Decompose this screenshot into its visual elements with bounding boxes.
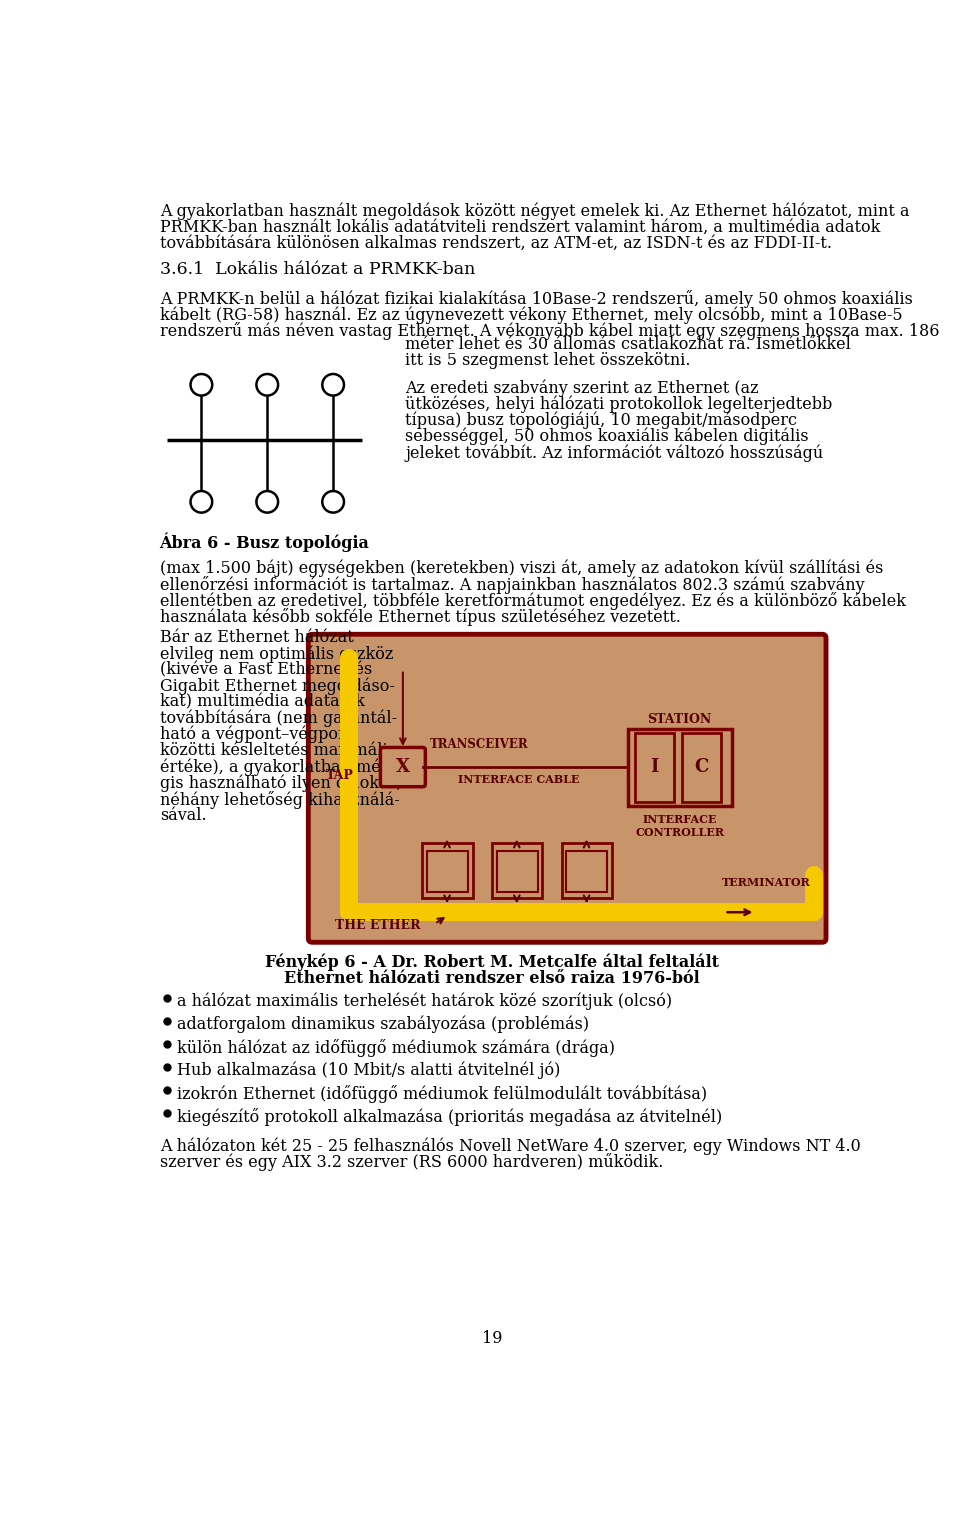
Text: külön hálózat az időfüggő médiumok számára (drága): külön hálózat az időfüggő médiumok számá… — [178, 1039, 615, 1057]
Text: továbbítására különösen alkalmas rendszert, az ATM-et, az ISDN-t és az FDDI-II-t: továbbítására különösen alkalmas rendsze… — [160, 234, 832, 252]
Text: a hálózat maximális terhelését határok közé szorítjuk (olcsó): a hálózat maximális terhelését határok k… — [178, 992, 672, 1010]
Text: sával.: sával. — [160, 807, 207, 823]
Text: A PRMKK-n belül a hálózat fizikai kialakítása 10Base-2 rendszerű, amely 50 ohmos: A PRMKK-n belül a hálózat fizikai kialak… — [160, 290, 913, 308]
Text: itt is 5 szegmenst lehet összekötni.: itt is 5 szegmenst lehet összekötni. — [405, 352, 690, 369]
Text: Ábra 6 - Busz topológia: Ábra 6 - Busz topológia — [159, 533, 369, 551]
Text: TAP: TAP — [326, 769, 354, 782]
Text: I: I — [651, 758, 659, 776]
Text: kiegészítő protokoll alkalmazása (prioritás megadása az átvitelnél): kiegészítő protokoll alkalmazása (priori… — [178, 1107, 723, 1126]
FancyBboxPatch shape — [636, 732, 674, 802]
Text: továbbítására (nem garantál-: továbbítására (nem garantál- — [160, 709, 397, 728]
Text: izokrón Ethernet (időfüggő médiumok felülmodulált továbbítása): izokrón Ethernet (időfüggő médiumok felü… — [178, 1085, 708, 1103]
Text: CONTROLLER: CONTROLLER — [636, 828, 724, 838]
Text: A hálózaton két 25 - 25 felhasználós Novell NetWare 4.0 szerver, egy Windows NT : A hálózaton két 25 - 25 felhasználós Nov… — [160, 1138, 861, 1154]
Text: INTERFACE: INTERFACE — [642, 814, 717, 825]
Text: (max 1.500 bájt) egységekben (keretekben) viszi át, amely az adatokon kívül szál: (max 1.500 bájt) egységekben (keretekben… — [160, 559, 883, 577]
Text: Hub alkalmazása (10 Mbit/s alatti átvitelnél jó): Hub alkalmazása (10 Mbit/s alatti átvite… — [178, 1062, 561, 1078]
Text: Fénykép 6 - A Dr. Robert M. Metcalfe által feltalált: Fénykép 6 - A Dr. Robert M. Metcalfe ált… — [265, 954, 719, 971]
Text: 3.6.1  Lokális hálózat a PRMKK-ban: 3.6.1 Lokális hálózat a PRMKK-ban — [160, 261, 475, 278]
Text: kábelt (RG-58) használ. Ez az úgynevezett vékony Ethernet, mely olcsóbb, mint a : kábelt (RG-58) használ. Ez az úgynevezet… — [160, 307, 903, 324]
Text: C: C — [694, 758, 708, 776]
Text: ellenőrzési információt is tartalmaz. A napjainkban használatos 802.3 számú szab: ellenőrzési információt is tartalmaz. A … — [160, 576, 865, 594]
Text: STATION: STATION — [647, 714, 711, 726]
Text: INTERFACE CABLE: INTERFACE CABLE — [458, 773, 580, 784]
Text: szerver és egy AIX 3.2 szerver (RS 6000 hardveren) működik.: szerver és egy AIX 3.2 szerver (RS 6000 … — [160, 1153, 663, 1171]
Text: közötti késleltetés maximális: közötti késleltetés maximális — [160, 743, 396, 760]
Text: ütközéses, helyi hálózati protokollok legelterjedtebb: ütközéses, helyi hálózati protokollok le… — [405, 395, 832, 413]
Text: Ethernet hálózati rendszer első raiza 1976-ból: Ethernet hálózati rendszer első raiza 19… — [284, 971, 700, 987]
Text: Az eredeti szabvány szerint az Ethernet (az: Az eredeti szabvány szerint az Ethernet … — [405, 380, 758, 396]
Text: gis használható ilyen célokra,: gis használható ilyen célokra, — [160, 775, 402, 791]
Text: rendszerű más néven vastag Ethernet. A vékonyabb kábel miatt egy szegmens hossza: rendszerű más néven vastag Ethernet. A v… — [160, 322, 940, 340]
Text: méter lehet és 30 állomás csatlakozhat rá. Ismétlőkkel: méter lehet és 30 állomás csatlakozhat r… — [405, 336, 852, 354]
Text: 19: 19 — [482, 1329, 502, 1346]
Text: TERMINATOR: TERMINATOR — [722, 878, 810, 889]
FancyBboxPatch shape — [427, 851, 468, 892]
Text: A gyakorlatban használt megoldások között négyet emelek ki. Az Ethernet hálózato: A gyakorlatban használt megoldások közöt… — [160, 202, 910, 220]
Text: ható a végpont–végpont: ható a végpont–végpont — [160, 726, 355, 743]
FancyBboxPatch shape — [562, 843, 612, 898]
Text: típusa) busz topológiájú, 10 megabit/másodperc: típusa) busz topológiájú, 10 megabit/más… — [405, 412, 797, 430]
Text: ellentétben az eredetivel, többféle keretformátumot engedélyez. Ez és a különböz: ellentétben az eredetivel, többféle kere… — [160, 592, 906, 611]
Text: PRMKK-ban használt lokális adatátviteli rendszert valamint három, a multimédia a: PRMKK-ban használt lokális adatátviteli … — [160, 219, 880, 235]
Text: THE ETHER: THE ETHER — [335, 919, 420, 931]
Text: elvileg nem optimális eszköz: elvileg nem optimális eszköz — [160, 646, 394, 662]
FancyBboxPatch shape — [380, 747, 425, 787]
Text: értéke), a gyakorlatban mé-: értéke), a gyakorlatban mé- — [160, 758, 387, 776]
Text: Gigabit Ethernet megoldáso-: Gigabit Ethernet megoldáso- — [160, 677, 396, 694]
FancyBboxPatch shape — [422, 843, 472, 898]
FancyBboxPatch shape — [628, 729, 732, 807]
FancyBboxPatch shape — [496, 851, 538, 892]
Text: X: X — [396, 758, 410, 776]
Text: használata később sokféle Ethernet típus születéséhez vezetett.: használata később sokféle Ethernet típus… — [160, 608, 682, 626]
Text: TRANSCEIVER: TRANSCEIVER — [430, 738, 529, 750]
Text: (kivéve a Fast Ethernet és: (kivéve a Fast Ethernet és — [160, 661, 372, 677]
FancyBboxPatch shape — [682, 732, 721, 802]
FancyBboxPatch shape — [566, 851, 608, 892]
Text: jeleket továbbít. Az információt változó hosszúságú: jeleket továbbít. Az információt változó… — [405, 444, 824, 462]
Text: Bár az Ethernet hálózat: Bár az Ethernet hálózat — [160, 629, 354, 646]
FancyBboxPatch shape — [492, 843, 542, 898]
Text: sebességgel, 50 ohmos koaxiális kábelen digitális: sebességgel, 50 ohmos koaxiális kábelen … — [405, 428, 809, 445]
Text: néhány lehetőség kihasználá-: néhány lehetőség kihasználá- — [160, 790, 400, 808]
Text: adatforgalom dinamikus szabályozása (problémás): adatforgalom dinamikus szabályozása (pro… — [178, 1015, 589, 1033]
Text: kat) multimédia adataink: kat) multimédia adataink — [160, 694, 365, 711]
FancyBboxPatch shape — [308, 635, 826, 942]
